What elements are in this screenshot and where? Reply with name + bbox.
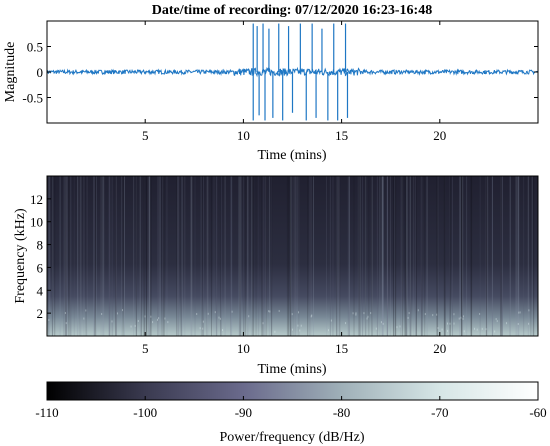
waveform-xlabel: Time (mins) — [257, 148, 326, 163]
colorbar-gradient — [46, 381, 539, 401]
spectrogram-texture — [48, 176, 535, 336]
spectrogram-plot: 5 10 15 20 2 4 6 8 10 12 — [30, 175, 539, 356]
colorbar-tick-label: -80 — [333, 405, 350, 420]
spectrogram-xtick-label: 5 — [142, 341, 149, 356]
spectrogram-glow — [100, 298, 460, 336]
chart-title: Date/time of recording: 07/12/2020 16:23… — [152, 3, 432, 18]
spectrogram-ytick-label: 6 — [37, 260, 44, 275]
spectrogram-xtick-label: 20 — [433, 341, 446, 356]
spectrogram-ytick-label: 8 — [37, 238, 44, 253]
spectrogram-xtick-label: 15 — [335, 341, 348, 356]
colorbar-ticks: -110 -100 -90 -80 -70 -60 — [35, 396, 547, 420]
colorbar-tick-label: -100 — [133, 405, 157, 420]
waveform-series — [47, 23, 538, 121]
spectrogram-ytick-label: 10 — [30, 215, 43, 230]
colorbar-label: Power/frequency (dB/Hz) — [219, 430, 364, 445]
waveform-ylabel: Magnitude — [3, 42, 18, 103]
waveform-plot: 5 10 15 20 0.5 0 -0.5 — [22, 20, 539, 143]
spectrogram-ytick-label: 2 — [37, 306, 44, 321]
spectrogram-ticks: 5 10 15 20 2 4 6 8 10 12 — [30, 192, 446, 356]
colorbar-tick-label: -60 — [529, 405, 546, 420]
colorbar-tick-label: -110 — [35, 405, 58, 420]
waveform-ytick-label: -0.5 — [22, 91, 43, 106]
spectrogram-ytick-label: 12 — [30, 192, 43, 207]
spectrogram-ytick-label: 4 — [37, 283, 44, 298]
spectrogram-border — [46, 175, 539, 337]
waveform-xtick-label: 10 — [237, 128, 250, 143]
waveform-xtick-label: 5 — [142, 128, 149, 143]
waveform-xtick-label: 15 — [335, 128, 348, 143]
spectrogram-ylabel: Frequency (kHz) — [13, 208, 28, 304]
colorbar: -110 -100 -90 -80 -70 -60 — [35, 381, 547, 420]
spectrogram-xlabel: Time (mins) — [257, 362, 326, 377]
waveform-ytick-label: 0.5 — [27, 40, 43, 55]
colorbar-tick-label: -90 — [235, 405, 252, 420]
waveform-ticks: 5 10 15 20 0.5 0 -0.5 — [22, 21, 538, 143]
waveform-ytick-label: 0 — [37, 65, 44, 80]
waveform-xtick-label: 20 — [433, 128, 446, 143]
spectrogram-xtick-label: 10 — [237, 341, 250, 356]
colorbar-tick-label: -70 — [431, 405, 448, 420]
